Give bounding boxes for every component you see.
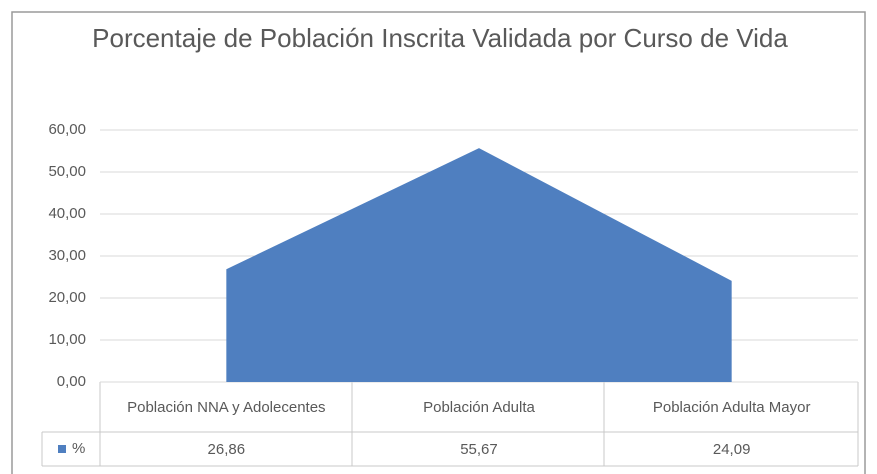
y-tick-label: 50,00	[48, 163, 86, 180]
category-label: Población NNA y Adolecentes	[127, 398, 326, 416]
y-tick-label: 30,00	[48, 247, 86, 264]
data-label: 55,67	[460, 440, 498, 458]
chart-title: Porcentaje de Población Inscrita Validad…	[92, 23, 788, 53]
y-tick-label: 20,00	[48, 289, 86, 306]
y-tick-label: 40,00	[48, 205, 86, 222]
chart-border	[11, 11, 866, 474]
data-label: 24,09	[712, 440, 751, 458]
y-tick-label: 0,00	[57, 373, 86, 390]
y-tick-label: 60,00	[48, 121, 86, 138]
legend-label: %	[72, 440, 85, 457]
category-label: Población Adulta	[423, 398, 535, 416]
data-label: 26,86	[207, 440, 246, 458]
category-label: Población Adulta Mayor	[652, 398, 811, 416]
legend-swatch	[58, 445, 66, 453]
area	[226, 148, 732, 382]
y-tick-label: 10,00	[48, 331, 86, 348]
